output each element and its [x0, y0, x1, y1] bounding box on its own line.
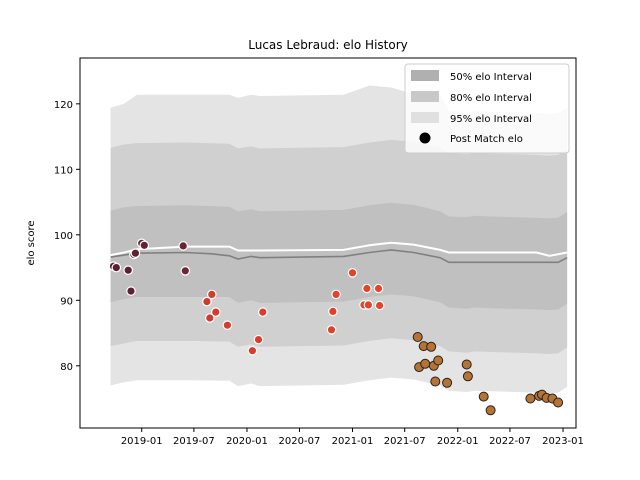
- y-tick-label: 120: [54, 100, 73, 111]
- x-tick-label: 2021-01: [332, 436, 374, 447]
- post-match-point: [363, 300, 374, 310]
- post-match-point: [331, 289, 341, 300]
- median-elo-line: [110, 249, 568, 264]
- legend-label-80: 80% elo Interval: [450, 93, 532, 104]
- post-match-point: [257, 307, 268, 317]
- post-match-point: [211, 307, 221, 317]
- post-match-point: [485, 405, 496, 416]
- y-tick-label: 100: [54, 231, 73, 242]
- x-tick-label: 2019-01: [121, 436, 163, 447]
- post-match-point: [178, 241, 188, 251]
- legend: 50% elo Interval 80% elo Interval 95% el…: [404, 63, 570, 154]
- post-match-point: [426, 341, 437, 352]
- x-tick-label: 2023-01: [542, 436, 584, 447]
- legend-label-post-match: Post Match elo: [450, 134, 523, 145]
- legend-box: [404, 63, 570, 154]
- mean-elo-line: [110, 241, 568, 257]
- post-match-point: [253, 334, 264, 345]
- post-match-point: [180, 265, 191, 276]
- chart-title: Lucas Lebraud: elo History: [248, 38, 408, 52]
- x-tick-label: 2020-07: [279, 436, 321, 447]
- x-tick-label: 2019-07: [173, 436, 215, 447]
- post-match-point: [412, 332, 423, 342]
- post-match-point: [126, 286, 136, 296]
- post-match-point: [525, 393, 536, 404]
- post-match-point: [326, 324, 337, 335]
- post-match-point: [553, 397, 564, 408]
- x-tick-label: 2022-07: [489, 436, 531, 447]
- x-tick-label: 2021-07: [384, 436, 426, 447]
- post-match-point: [130, 248, 141, 258]
- post-match-point: [374, 300, 385, 311]
- post-match-point: [222, 320, 233, 330]
- x-axis: 2019-01 2019-07 2020-01 2020-07 2021-01 2021-…: [121, 428, 584, 447]
- x-tick-label: 2022-01: [437, 436, 479, 447]
- post-match-point: [207, 289, 217, 300]
- post-match-point: [123, 265, 133, 275]
- post-match-point: [347, 267, 358, 278]
- post-match-point: [362, 283, 372, 294]
- post-match-points: [108, 238, 564, 416]
- post-match-point: [461, 359, 472, 370]
- post-match-point: [247, 345, 258, 356]
- y-tick-label: 80: [60, 362, 73, 373]
- post-match-point: [111, 262, 122, 273]
- legend-swatch-80: [411, 91, 439, 102]
- post-match-point: [139, 240, 150, 251]
- y-tick-label: 90: [60, 296, 73, 307]
- post-match-point: [430, 376, 441, 387]
- post-match-point: [462, 371, 473, 382]
- legend-swatch-50: [411, 70, 439, 81]
- post-match-point: [373, 283, 384, 294]
- legend-swatch-95: [411, 112, 439, 123]
- x-tick-label: 2020-01: [226, 436, 268, 447]
- legend-marker-post-match: [419, 132, 431, 144]
- post-match-point: [442, 377, 453, 388]
- post-match-point: [202, 296, 212, 307]
- y-tick-label: 110: [54, 165, 73, 176]
- elo-lines: [110, 241, 568, 264]
- plot-frame: [79, 57, 577, 429]
- post-match-point: [420, 358, 431, 369]
- y-axis-label: elo score: [26, 220, 37, 265]
- y-axis: 80 90 100 110 120: [54, 100, 80, 373]
- legend-label-95: 95% elo Interval: [450, 114, 532, 125]
- post-match-point: [205, 313, 215, 323]
- post-match-point: [433, 355, 444, 366]
- legend-label-50: 50% elo Interval: [450, 72, 532, 83]
- post-match-point: [478, 391, 489, 402]
- post-match-point: [328, 306, 338, 317]
- interval-bands: [110, 85, 568, 394]
